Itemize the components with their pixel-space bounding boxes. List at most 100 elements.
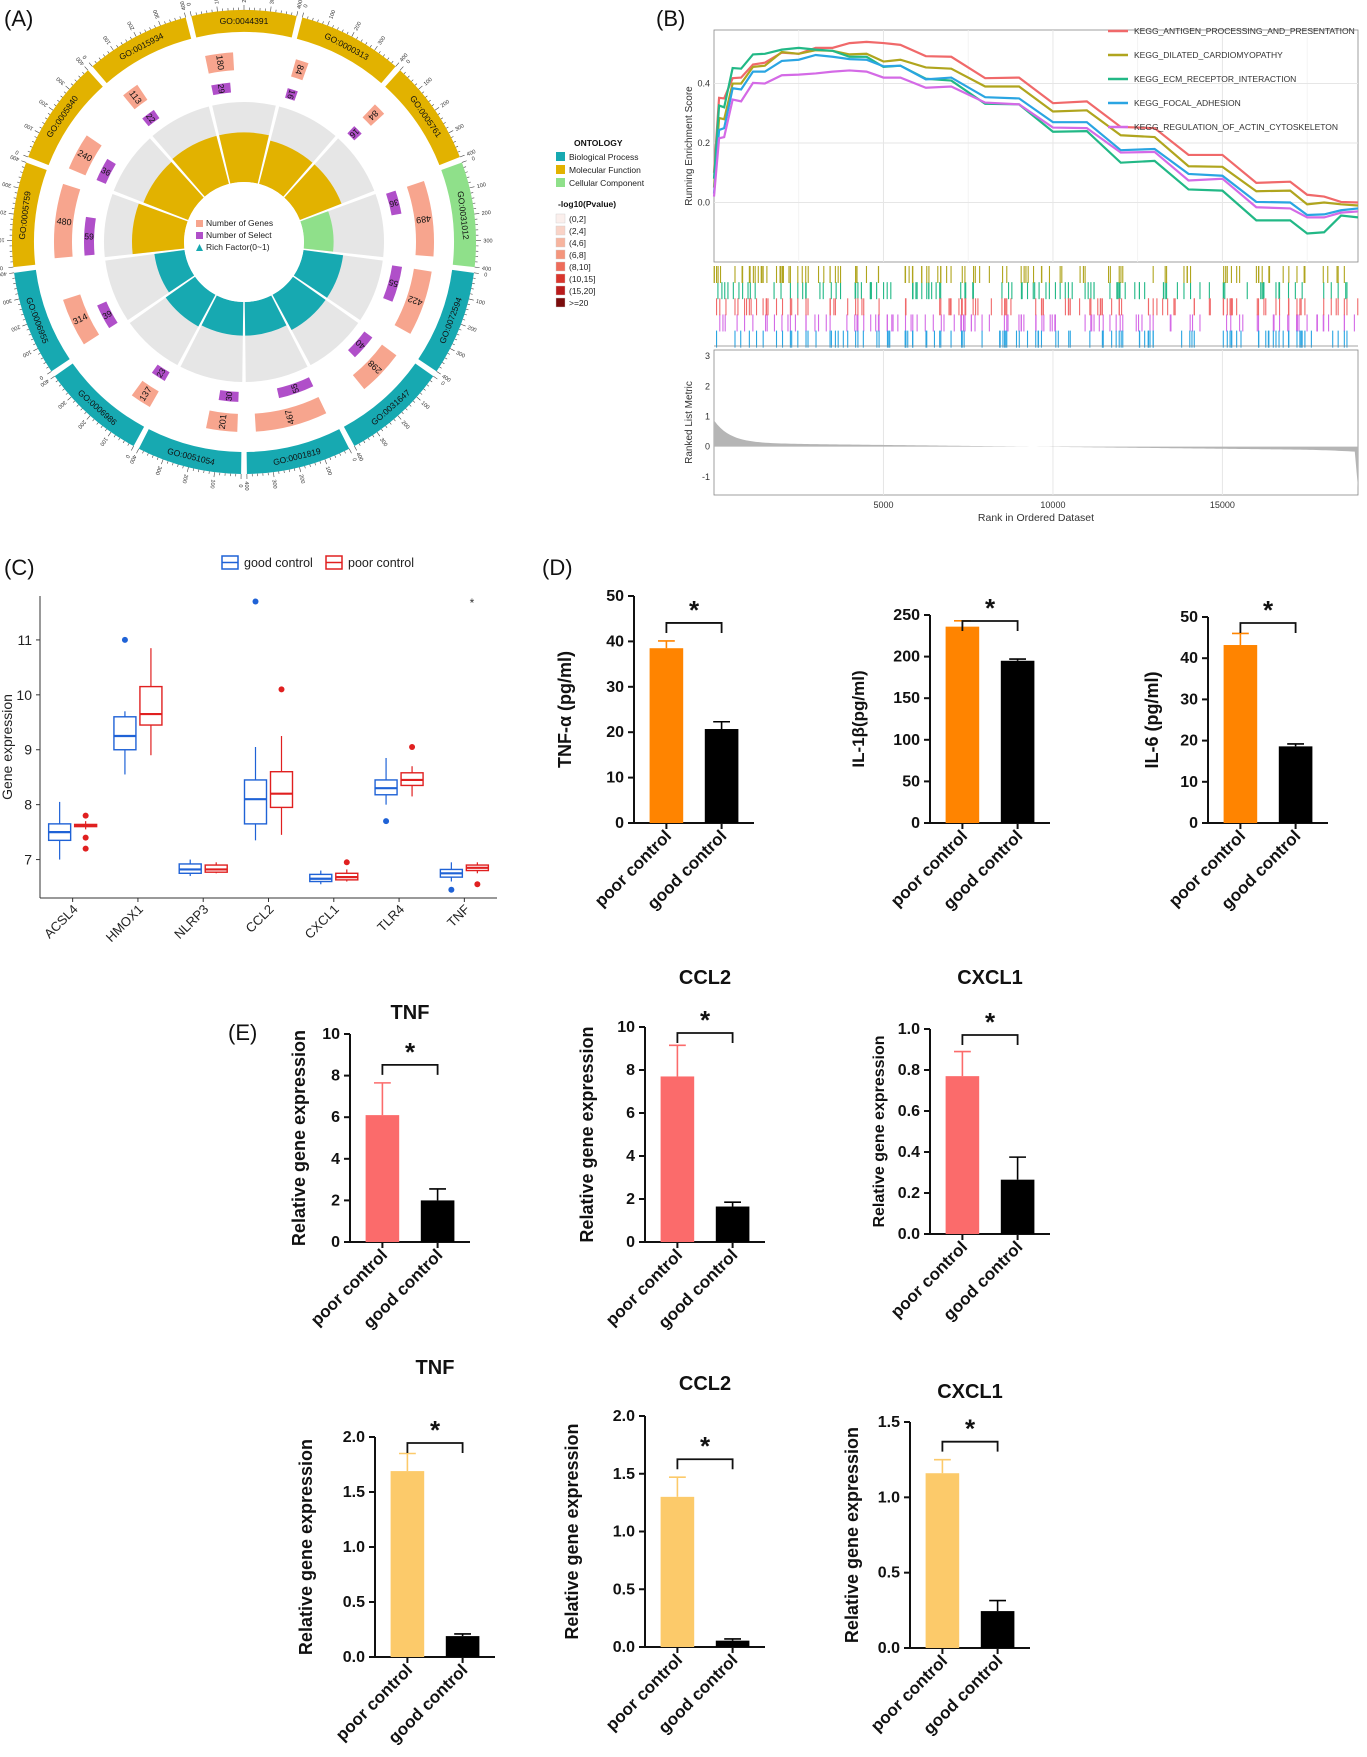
outer-tick — [172, 462, 174, 466]
enrichment-frame — [713, 29, 1359, 263]
outer-tick — [14, 288, 17, 290]
outer-tick — [65, 85, 70, 90]
outlier-point — [409, 744, 416, 750]
chart-title: TNF — [416, 1357, 455, 1379]
select-value: 55 — [289, 382, 302, 394]
y-tick-label: 11 — [17, 632, 32, 648]
outlier-point — [252, 598, 259, 605]
outer-tick — [449, 348, 455, 352]
outer-tick — [26, 328, 30, 331]
outlier-point — [474, 881, 481, 888]
outer-tick — [133, 32, 137, 37]
outer-tick — [468, 298, 474, 301]
x-tick-label: ACSL4 — [41, 902, 81, 942]
y-tick-label: 0.5 — [343, 1594, 365, 1611]
y-tick-label: 0.0 — [697, 198, 710, 208]
bar-good-control — [715, 1640, 750, 1647]
significance-marker: * — [700, 1005, 711, 1035]
outer-tick — [80, 408, 83, 411]
outer-tick — [439, 366, 442, 369]
outer-tick-label: 0 — [439, 381, 445, 388]
outer-tick — [130, 36, 132, 40]
x-tick-label: CXCL1 — [302, 902, 342, 942]
y-axis-label: Running Enrichment Score — [684, 86, 695, 206]
outer-tick — [189, 11, 192, 17]
select-value: 30 — [224, 391, 235, 402]
outer-tick — [40, 357, 44, 360]
pvalue-swatch — [555, 285, 566, 296]
pvalue-legend-label: (2,4] — [569, 226, 586, 236]
x-tick-label: 15000 — [1210, 500, 1235, 510]
bar-poor-control — [925, 1473, 960, 1648]
y-axis-label: Relative gene expression — [289, 1030, 309, 1246]
outer-tick — [460, 323, 466, 327]
y-tick-label: 150 — [893, 690, 920, 707]
outer-tick — [374, 45, 378, 51]
outer-tick-label: 0 — [124, 453, 131, 459]
select-value: 36 — [388, 197, 400, 209]
outer-tick-label: 100 — [24, 122, 35, 132]
outer-tick — [451, 136, 454, 138]
outer-tick — [428, 99, 431, 102]
outer-tick — [458, 328, 462, 331]
select-value: 29 — [216, 83, 227, 94]
outer-tick — [459, 154, 465, 158]
outer-tick — [395, 62, 400, 67]
outer-tick — [452, 343, 455, 346]
rich-factor-bar — [143, 162, 204, 221]
outer-tick — [18, 176, 22, 178]
outer-tick — [369, 45, 372, 48]
term-id-label: GO:0044391 — [220, 16, 269, 26]
y-tick-label: 1.0 — [898, 1021, 920, 1038]
outer-tick — [299, 467, 302, 473]
significance-marker: * — [1263, 595, 1274, 625]
select-bar — [348, 331, 373, 358]
outer-tick — [348, 448, 352, 454]
outer-tick — [50, 375, 55, 380]
outer-tick-label: 300 — [2, 180, 12, 188]
outer-tick-label: 400 — [296, 0, 304, 10]
outer-tick — [154, 25, 156, 28]
outer-tick-label: 300 — [378, 437, 388, 448]
y-tick-label: 0.0 — [878, 1640, 900, 1657]
outer-tick — [122, 440, 125, 444]
outer-tick — [433, 375, 438, 380]
select-value: 16 — [347, 126, 361, 140]
outer-tick — [329, 457, 332, 460]
outer-tick — [273, 472, 275, 478]
y-tick-label: 0.4 — [898, 1144, 920, 1161]
outer-tick — [46, 366, 49, 369]
outer-tick — [48, 107, 54, 111]
outer-tick-label: 100 — [423, 77, 434, 88]
outer-tick — [33, 343, 36, 346]
bar-poor-control — [365, 1115, 400, 1242]
y-tick-label: 0 — [626, 1234, 635, 1251]
outer-tick-label: 400 — [354, 452, 364, 463]
outer-tick — [473, 272, 479, 274]
outer-tick-label: 400 — [243, 481, 249, 490]
rich-factor-bar — [132, 203, 188, 255]
outer-tick — [466, 176, 470, 178]
outer-tick — [20, 171, 23, 173]
outer-tick — [57, 99, 60, 102]
outer-tick — [107, 431, 112, 437]
outer-tick — [8, 213, 14, 215]
outer-tick — [88, 62, 93, 67]
term-outer-ring-GO:0005759 — [11, 162, 47, 268]
outer-tick — [302, 12, 304, 18]
gsea-legend-label: KEGG_DILATED_CARDIOMYOPATHY — [1134, 50, 1283, 60]
outer-tick-label: 100 — [209, 479, 216, 489]
y-tick-label: -1 — [702, 472, 710, 482]
center-legend-swatch — [196, 220, 203, 227]
pvalue-swatch — [555, 261, 566, 272]
outer-tick — [14, 298, 20, 301]
outer-tick-label: 400 — [482, 266, 492, 273]
outer-tick — [378, 51, 381, 54]
select-bar — [97, 301, 118, 329]
y-tick-label: 10 — [16, 687, 32, 703]
outer-tick-label: 400 — [399, 53, 410, 64]
